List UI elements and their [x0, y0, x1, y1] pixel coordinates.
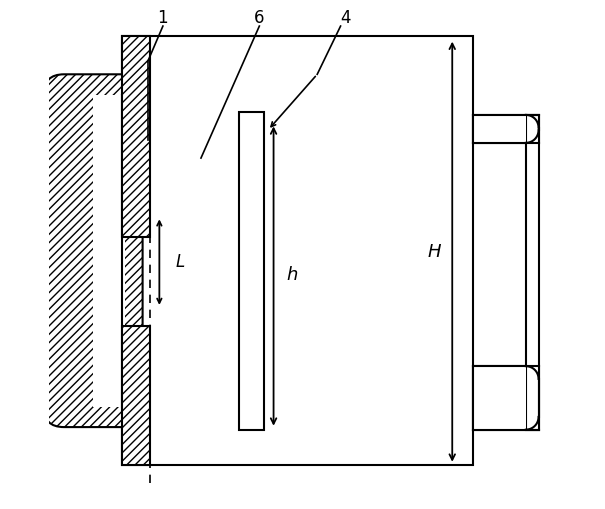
- Bar: [473, 366, 526, 429]
- Bar: [239, 112, 264, 430]
- FancyBboxPatch shape: [44, 74, 143, 427]
- Bar: [473, 366, 538, 430]
- Text: H: H: [428, 243, 441, 261]
- Text: 4: 4: [341, 10, 351, 27]
- Bar: [473, 116, 526, 143]
- Bar: [122, 36, 473, 465]
- Bar: [122, 36, 150, 237]
- Text: h: h: [287, 266, 298, 284]
- Bar: [122, 36, 150, 237]
- Text: 6: 6: [254, 10, 264, 27]
- Bar: [122, 326, 150, 465]
- Bar: [122, 326, 150, 465]
- Bar: [473, 115, 538, 143]
- Bar: [93, 95, 125, 407]
- Text: L: L: [175, 253, 185, 271]
- Bar: [526, 115, 538, 430]
- Text: 1: 1: [157, 10, 168, 27]
